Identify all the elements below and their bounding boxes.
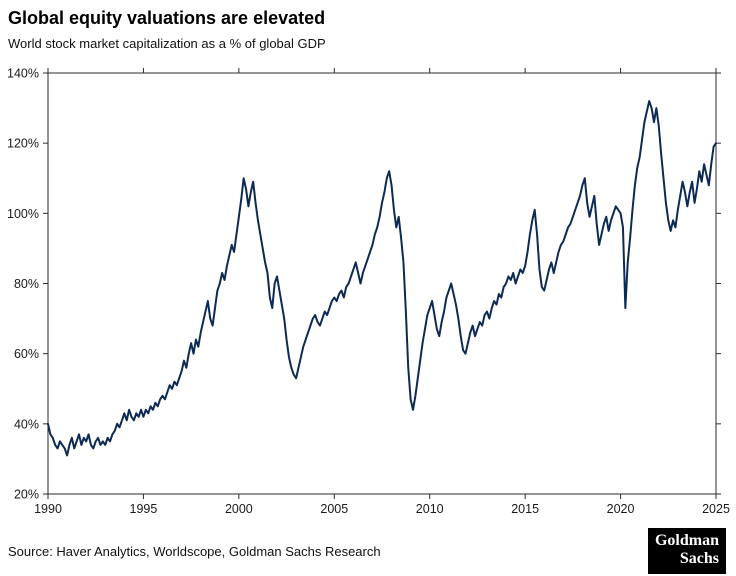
goldman-sachs-logo: Goldman Sachs xyxy=(648,528,726,574)
x-axis-tick-label: 2025 xyxy=(702,502,730,516)
x-axis-tick-label: 2005 xyxy=(320,502,348,516)
plot-box xyxy=(47,72,717,495)
y-axis-tick-label: 140% xyxy=(7,67,39,81)
x-axis-tick-label: 2015 xyxy=(511,502,539,516)
y-axis-tick-label: 40% xyxy=(14,417,39,431)
x-axis-tick-label: 1995 xyxy=(130,502,158,516)
x-axis-tick-label: 2020 xyxy=(607,502,635,516)
line-chart: 20% 40% 60% 80% 100% 120% 140% 1990 1995 2000 2005… xyxy=(0,60,736,520)
line-chart-svg: 20% 40% 60% 80% 100% 120% 140% 1990 1995 2000 2005… xyxy=(7,67,730,517)
y-axis-tick-label: 80% xyxy=(14,277,39,291)
x-axis-tick-label: 2010 xyxy=(416,502,444,516)
x-axis-tick-label: 1990 xyxy=(34,502,62,516)
y-axis-tick-label: 20% xyxy=(14,488,39,502)
chart-footer: Source: Haver Analytics, Worldscope, Gol… xyxy=(0,528,736,576)
y-axis-tick-label: 100% xyxy=(7,207,39,221)
series-line xyxy=(47,100,717,457)
chart-subtitle: World stock market capitalization as a %… xyxy=(8,36,326,51)
y-axis-tick-label: 120% xyxy=(7,137,39,151)
x-axis-tick-label: 2000 xyxy=(225,502,253,516)
chart-title: Global equity valuations are elevated xyxy=(8,8,326,28)
y-axis-tick-label: 60% xyxy=(14,347,39,361)
logo-line-2: Sachs xyxy=(679,549,719,567)
logo-line-1: Goldman xyxy=(654,532,719,549)
source-note: Source: Haver Analytics, Worldscope, Gol… xyxy=(8,544,381,559)
